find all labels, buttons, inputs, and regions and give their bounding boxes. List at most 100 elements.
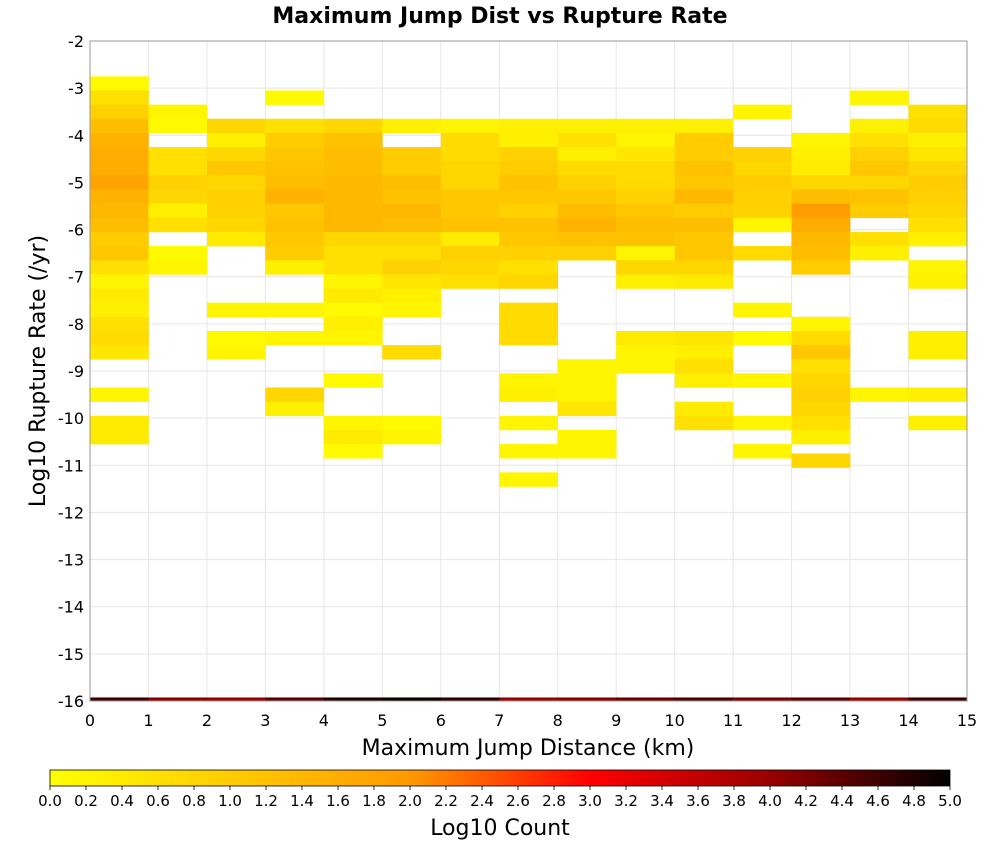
heatmap-cell [908, 387, 968, 402]
x-tick-label: 9 [611, 711, 621, 730]
heatmap-cell [148, 175, 208, 190]
heatmap-cell [206, 231, 266, 247]
heatmap-cell [440, 132, 500, 148]
heatmap-cell [791, 231, 851, 247]
heatmap-cell [148, 104, 208, 120]
heatmap-cell [908, 274, 968, 289]
heatmap-cell [908, 203, 968, 219]
heatmap-cell [908, 330, 968, 346]
x-tick-label: 15 [957, 711, 977, 730]
heatmap-cell [674, 118, 734, 134]
heatmap-cell [148, 217, 208, 233]
heatmap-cell [674, 217, 734, 233]
heatmap-cell [499, 444, 559, 459]
y-tick-label: -13 [58, 551, 84, 570]
heatmap-cell [791, 387, 851, 402]
colorbar-tick-label: 5.0 [938, 792, 962, 810]
heatmap-cell [148, 203, 208, 219]
heatmap-cell [323, 274, 383, 289]
y-tick-label: -8 [68, 315, 84, 334]
heatmap-cell-bottom [265, 697, 325, 701]
y-tick-label: -11 [58, 456, 84, 475]
heatmap-cell [733, 203, 792, 219]
colorbar-tick-label: 0.2 [74, 792, 98, 810]
heatmap-cell-bottom [323, 697, 383, 701]
heatmap-cell [265, 118, 325, 134]
colorbar-tick-label: 4.6 [866, 792, 890, 810]
heatmap-cell [323, 246, 383, 261]
heatmap-cell [265, 189, 325, 204]
heatmap-cell [733, 330, 792, 346]
y-tick-label: -7 [68, 268, 84, 287]
heatmap-cell [674, 132, 734, 148]
heatmap-cell [206, 161, 266, 176]
heatmap-cell [733, 246, 792, 261]
heatmap-cell [90, 387, 149, 402]
heatmap-cell [440, 246, 500, 261]
heatmap-cell [90, 274, 149, 289]
heatmap-cell [206, 203, 266, 219]
heatmap-cell [382, 189, 442, 204]
heatmap-cell [791, 147, 851, 162]
heatmap-cell [382, 345, 442, 360]
colorbar-tick-label: 2.0 [398, 792, 422, 810]
heatmap-cell [90, 90, 149, 105]
heatmap-cell [908, 161, 968, 176]
colorbar-tick-label: 0.4 [110, 792, 134, 810]
y-tick-label: -14 [58, 598, 84, 617]
colorbar-tick-label: 3.8 [722, 792, 746, 810]
heatmap-cell [499, 217, 559, 233]
heatmap-cell [265, 246, 325, 261]
heatmap-cell [616, 359, 675, 374]
heatmap-cell [323, 415, 383, 431]
heatmap-cell [323, 288, 383, 303]
x-tick-label: 4 [319, 711, 329, 730]
colorbar-tick-label: 1.8 [362, 792, 386, 810]
heatmap-cell [674, 345, 734, 360]
heatmap-cell [382, 302, 442, 318]
heatmap-cell [674, 274, 734, 289]
heatmap-cell [323, 132, 383, 148]
heatmap-cell [791, 203, 851, 219]
colorbar-tick-label: 4.2 [794, 792, 818, 810]
heatmap-cell [90, 260, 149, 275]
heatmap-cell [90, 217, 149, 233]
heatmap-cell [206, 175, 266, 190]
heatmap-cell [265, 147, 325, 162]
chart-title: Maximum Jump Dist vs Rupture Rate [272, 4, 727, 29]
heatmap-cell [265, 401, 325, 417]
heatmap-cell [90, 288, 149, 303]
heatmap-cell [323, 118, 383, 134]
heatmap-cell [674, 330, 734, 346]
y-tick-label: -3 [68, 79, 84, 98]
heatmap-cell [382, 415, 442, 431]
heatmap-cell [265, 217, 325, 233]
heatmap-cell [908, 118, 968, 134]
heatmap-cell [791, 415, 851, 431]
heatmap-cell [323, 330, 383, 346]
heatmap-cell [90, 132, 149, 148]
heatmap-cell [323, 161, 383, 176]
heatmap-cell [791, 161, 851, 176]
heatmap-cell [440, 175, 500, 190]
x-tick-labels: 0 1 2 3 4 5 6 7 8 9 10 11 12 13 14 15 [85, 711, 977, 730]
heatmap-cell [850, 132, 909, 148]
colorbar-tick-labels: 0.0 0.2 0.4 0.6 0.8 1.0 1.2 1.4 1.6 1.8 2.0 2.2 2.4 2… [38, 786, 962, 810]
heatmap-cell-bottom [557, 697, 617, 701]
heatmap-cell [323, 302, 383, 318]
x-axis-label: Maximum Jump Distance (km) [362, 736, 695, 761]
colorbar-tick-label: 3.0 [578, 792, 602, 810]
heatmap-cell [499, 175, 559, 190]
heatmap-cell [440, 217, 500, 233]
heatmap-cell [499, 415, 559, 431]
heatmap-cell [265, 203, 325, 219]
heatmap-cell [733, 444, 792, 459]
heatmap-cell [148, 189, 208, 204]
heatmap-cell [382, 429, 442, 445]
heatmap-cell [265, 90, 325, 105]
heatmap-cell [791, 401, 851, 417]
heatmap-cell [791, 217, 851, 233]
heatmap-cell [850, 161, 909, 176]
y-tick-label: -16 [58, 692, 84, 711]
colorbar-tick-label: 1.6 [326, 792, 350, 810]
